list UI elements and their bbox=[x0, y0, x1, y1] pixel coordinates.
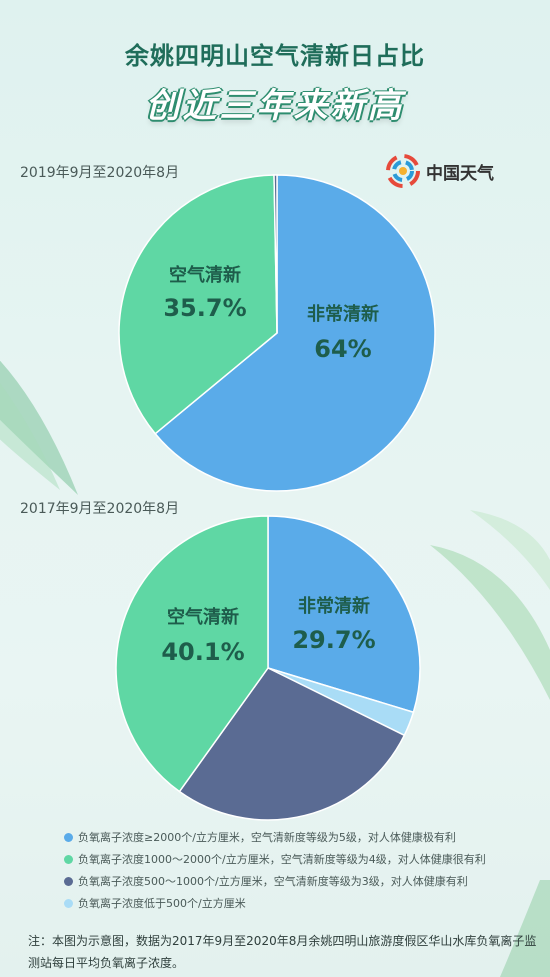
legend-label: 负氧离子浓度低于500个/立方厘米 bbox=[78, 897, 246, 910]
pie-1-label-2: 空气清新 bbox=[169, 264, 241, 286]
pie-2-value-label-1: 29.7% bbox=[292, 626, 375, 654]
footnote: 注：本图为示意图，数据为2017年9月至2020年8月余姚四明山旅游度假区华山水… bbox=[28, 934, 537, 970]
legend-item-2: 负氧离子浓度1000～2000个/立方厘米，空气清新度等级为4级，对人体健康很有… bbox=[64, 848, 486, 870]
legend-item-1: 负氧离子浓度≥2000个/立方厘米，空气清新度等级为5级，对人体健康极有利 bbox=[64, 826, 486, 848]
pie-2-label-1: 非常清新 bbox=[298, 595, 370, 617]
pie-1-value-label-1: 64% bbox=[314, 335, 371, 363]
leaf-right bbox=[430, 545, 550, 700]
pie-1-slice-1 bbox=[154, 174, 436, 492]
swirl-logo-icon bbox=[386, 154, 420, 188]
pie-2-slice-4 bbox=[115, 515, 269, 793]
legend-label: 负氧离子浓度≥2000个/立方厘米，空气清新度等级为5级，对人体健康极有利 bbox=[78, 831, 456, 844]
pie-1-slice-3 bbox=[273, 174, 278, 334]
pie-2-slice-3 bbox=[178, 667, 406, 821]
legend-swatch bbox=[64, 832, 73, 842]
leaf-left-top bbox=[0, 360, 78, 495]
legend-swatch bbox=[64, 876, 73, 886]
brand: 中国天气 bbox=[386, 154, 494, 188]
legend-item-4: 负氧离子浓度低于500个/立方厘米 bbox=[64, 892, 486, 914]
page-subtitle: 创近三年来新高 bbox=[145, 86, 405, 126]
pie-2-label-4: 空气清新 bbox=[167, 606, 239, 628]
legend-item-3: 负氧离子浓度500～1000个/立方厘米，空气清新度等级为3级，对人体健康有利 bbox=[64, 870, 486, 892]
chart-2-period: 2017年9月至2020年8月 bbox=[20, 501, 180, 517]
page-title: 余姚四明山空气清新日占比 bbox=[125, 42, 425, 70]
pie-1-value-label-2: 35.7% bbox=[163, 294, 246, 322]
legend-swatch bbox=[64, 898, 73, 908]
leaf-left-top-2 bbox=[0, 383, 60, 490]
legend-label: 负氧离子浓度1000～2000个/立方厘米，空气清新度等级为4级，对人体健康很有… bbox=[78, 853, 486, 866]
chart-1-period: 2019年9月至2020年8月 bbox=[20, 165, 180, 181]
pie-1-slice-2 bbox=[118, 174, 278, 435]
legend: 负氧离子浓度≥2000个/立方厘米，空气清新度等级为5级，对人体健康极有利 负氧离… bbox=[64, 826, 486, 914]
legend-label: 负氧离子浓度500～1000个/立方厘米，空气清新度等级为3级，对人体健康有利 bbox=[78, 875, 468, 888]
pie-2-slice-1 bbox=[267, 515, 421, 714]
legend-swatch bbox=[64, 854, 73, 864]
pie-1-label-1: 非常清新 bbox=[307, 303, 379, 325]
leaf-right-2 bbox=[470, 510, 550, 590]
pie-2-value-label-4: 40.1% bbox=[161, 638, 244, 666]
brand-name: 中国天气 bbox=[426, 163, 494, 184]
leaf-bottom-right bbox=[500, 880, 550, 977]
